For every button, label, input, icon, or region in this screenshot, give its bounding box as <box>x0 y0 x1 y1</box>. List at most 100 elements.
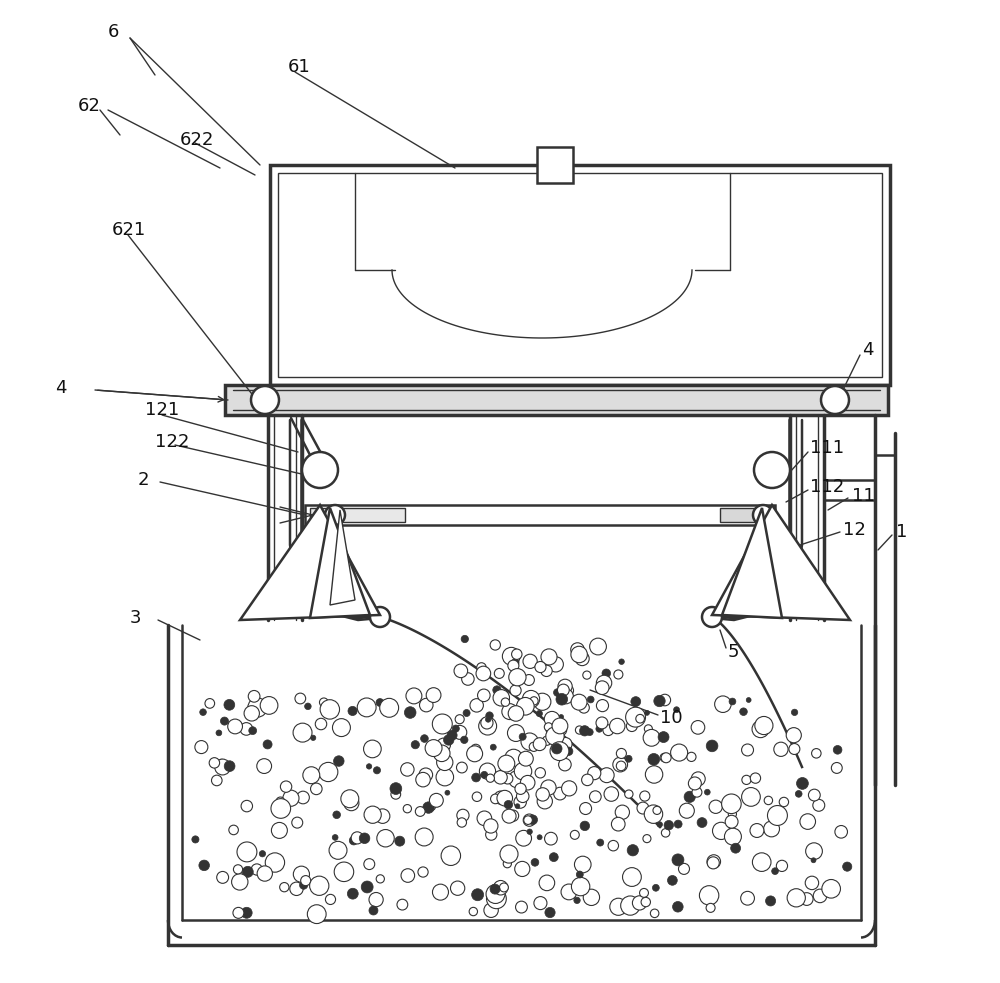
Circle shape <box>461 635 468 643</box>
Circle shape <box>500 845 518 863</box>
Circle shape <box>216 730 222 736</box>
Circle shape <box>516 790 529 802</box>
Circle shape <box>348 707 357 716</box>
Circle shape <box>644 805 663 824</box>
Circle shape <box>652 885 659 892</box>
Circle shape <box>395 837 405 846</box>
Circle shape <box>334 862 354 882</box>
Circle shape <box>684 791 695 802</box>
Circle shape <box>626 707 646 727</box>
Circle shape <box>610 898 627 915</box>
Text: 5: 5 <box>728 643 740 661</box>
Circle shape <box>502 809 516 823</box>
Circle shape <box>430 743 439 752</box>
Circle shape <box>319 698 328 707</box>
Circle shape <box>241 800 253 812</box>
Circle shape <box>843 862 852 871</box>
Circle shape <box>523 655 537 668</box>
Circle shape <box>404 707 416 719</box>
Circle shape <box>805 876 819 890</box>
Circle shape <box>325 895 336 904</box>
Circle shape <box>561 884 577 899</box>
Circle shape <box>550 727 561 739</box>
Circle shape <box>672 854 684 866</box>
Circle shape <box>370 607 390 627</box>
Circle shape <box>671 744 688 761</box>
Circle shape <box>558 737 572 751</box>
Circle shape <box>332 835 338 840</box>
Circle shape <box>240 723 253 735</box>
Circle shape <box>217 872 229 884</box>
Circle shape <box>248 690 260 702</box>
Circle shape <box>220 717 229 725</box>
Circle shape <box>632 896 647 910</box>
Circle shape <box>502 704 518 720</box>
Circle shape <box>462 672 474 685</box>
Bar <box>305 505 775 525</box>
Circle shape <box>549 852 558 861</box>
Circle shape <box>406 688 422 704</box>
Text: 4: 4 <box>55 379 66 397</box>
Circle shape <box>280 781 292 792</box>
Circle shape <box>490 640 500 650</box>
Circle shape <box>667 876 677 886</box>
Circle shape <box>509 668 526 686</box>
Circle shape <box>691 721 705 734</box>
Circle shape <box>640 889 648 897</box>
Circle shape <box>623 868 641 887</box>
Circle shape <box>559 715 564 720</box>
Circle shape <box>271 823 287 838</box>
Circle shape <box>753 505 773 525</box>
Circle shape <box>200 709 206 716</box>
Circle shape <box>724 828 741 845</box>
Polygon shape <box>310 508 370 618</box>
Circle shape <box>484 819 498 833</box>
Circle shape <box>554 787 566 800</box>
Bar <box>278 173 882 377</box>
Circle shape <box>469 907 478 916</box>
Circle shape <box>359 833 370 843</box>
Circle shape <box>575 725 584 734</box>
Circle shape <box>586 728 593 735</box>
Circle shape <box>437 738 450 752</box>
Circle shape <box>373 767 381 774</box>
Circle shape <box>755 717 773 734</box>
Circle shape <box>534 896 547 909</box>
Text: 61: 61 <box>288 58 311 76</box>
Circle shape <box>597 839 604 846</box>
Circle shape <box>310 876 329 896</box>
Circle shape <box>481 772 488 779</box>
Circle shape <box>280 883 289 892</box>
Circle shape <box>641 897 650 906</box>
Circle shape <box>463 710 470 717</box>
Circle shape <box>659 694 671 706</box>
Circle shape <box>674 707 680 713</box>
Circle shape <box>822 880 840 898</box>
Circle shape <box>527 829 532 835</box>
Circle shape <box>625 755 632 762</box>
Circle shape <box>300 881 308 890</box>
Circle shape <box>209 758 220 768</box>
Circle shape <box>824 886 834 896</box>
Circle shape <box>477 663 486 672</box>
Circle shape <box>444 734 454 745</box>
Circle shape <box>813 799 825 811</box>
Circle shape <box>401 869 415 883</box>
Circle shape <box>364 859 375 870</box>
Bar <box>270 165 890 385</box>
Polygon shape <box>240 505 380 620</box>
Circle shape <box>779 797 789 807</box>
Circle shape <box>686 792 692 798</box>
Text: 1: 1 <box>896 523 907 541</box>
Bar <box>310 508 405 522</box>
Circle shape <box>742 776 751 784</box>
Circle shape <box>533 737 546 751</box>
Circle shape <box>503 859 511 868</box>
Circle shape <box>427 802 436 810</box>
Circle shape <box>369 906 378 915</box>
Circle shape <box>541 780 556 795</box>
Circle shape <box>755 854 762 861</box>
Circle shape <box>403 804 411 813</box>
Circle shape <box>437 754 453 771</box>
Circle shape <box>215 759 231 775</box>
